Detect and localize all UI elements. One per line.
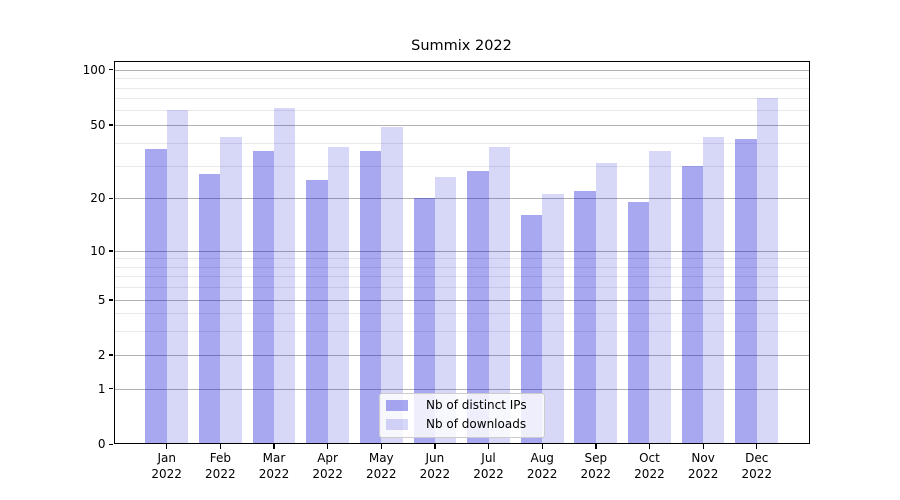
bar-distinct-ips-aug xyxy=(520,215,543,445)
legend: Nb of distinct IPs Nb of downloads xyxy=(379,392,545,438)
gridline-major-1 xyxy=(113,388,810,390)
x-tick-mark-may xyxy=(380,444,382,449)
gridline-major-5 xyxy=(113,300,810,301)
bar-distinct-ips-jul xyxy=(467,171,489,445)
bar-distinct-ips-mar xyxy=(252,151,274,445)
bar-distinct-ips-oct xyxy=(628,202,650,445)
x-tick-mark-jan xyxy=(166,444,168,449)
x-tick-label-apr: Apr 2022 xyxy=(312,451,343,481)
bar-distinct-ips-may xyxy=(359,151,382,445)
gridline-minor-7 xyxy=(113,276,810,278)
gridline-major-100 xyxy=(113,69,810,71)
y-tick-mark-1 xyxy=(109,388,113,390)
legend-label-downloads: Nb of downloads xyxy=(426,417,527,431)
y-tick-mark-10 xyxy=(109,250,113,252)
gridline-minor-40 xyxy=(113,142,810,144)
y-tick-label-0: 0 xyxy=(97,437,106,452)
bar-downloads-apr xyxy=(327,146,349,445)
bar-downloads-feb xyxy=(220,137,242,445)
y-tick-mark-0 xyxy=(109,443,113,445)
x-tick-mark-oct xyxy=(648,444,651,449)
legend-label-distinct-ips: Nb of distinct IPs xyxy=(426,398,527,412)
bar-distinct-ips-apr xyxy=(306,180,328,445)
legend-item-distinct-ips: Nb of distinct IPs xyxy=(386,398,536,414)
bar-downloads-nov xyxy=(703,137,725,445)
gridline-minor-90 xyxy=(113,78,810,80)
gridline-minor-3 xyxy=(113,330,810,332)
x-tick-mark-jun xyxy=(434,444,436,449)
gridline-minor-4 xyxy=(113,313,810,315)
x-tick-mark-mar xyxy=(273,444,275,449)
x-tick-mark-feb xyxy=(219,444,222,449)
gridline-major-50 xyxy=(113,125,810,126)
x-tick-label-feb: Feb 2022 xyxy=(205,451,236,481)
y-tick-label-1: 1 xyxy=(97,381,106,396)
y-tick-label-5: 5 xyxy=(97,293,106,307)
x-tick-label-oct: Oct 2022 xyxy=(634,451,665,481)
bar-distinct-ips-sep xyxy=(574,190,596,445)
bar-distinct-ips-nov xyxy=(681,165,704,445)
bar-distinct-ips-jun xyxy=(413,198,435,445)
y-tick-mark-2 xyxy=(109,354,113,356)
gridline-minor-80 xyxy=(113,87,810,89)
bar-distinct-ips-dec xyxy=(735,138,757,445)
x-tick-label-aug: Aug 2022 xyxy=(526,451,558,481)
y-tick-mark-50 xyxy=(109,124,113,126)
bar-distinct-ips-feb xyxy=(198,174,221,445)
y-tick-mark-20 xyxy=(109,197,113,199)
bar-downloads-jul xyxy=(488,146,510,445)
x-tick-mark-jul xyxy=(487,444,490,449)
bar-downloads-jan xyxy=(166,110,189,445)
bar-distinct-ips-jan xyxy=(145,149,167,445)
y-tick-label-2: 2 xyxy=(97,348,106,362)
chart-title: Summix 2022 xyxy=(411,38,512,54)
x-tick-label-jun: Jun 2022 xyxy=(419,451,451,481)
gridline-minor-8 xyxy=(113,266,810,268)
y-tick-label-100: 100 xyxy=(82,62,106,77)
bar-downloads-sep xyxy=(595,163,618,445)
x-tick-label-dec: Dec 2022 xyxy=(741,451,772,481)
bar-downloads-dec xyxy=(756,98,779,445)
bar-downloads-oct xyxy=(649,151,671,445)
legend-item-downloads: Nb of downloads xyxy=(386,417,536,433)
x-tick-mark-sep xyxy=(595,444,597,449)
x-tick-label-nov: Nov 2022 xyxy=(687,451,719,481)
gridline-minor-30 xyxy=(113,165,810,167)
gridline-minor-70 xyxy=(113,98,810,100)
y-tick-label-20: 20 xyxy=(90,191,106,206)
x-tick-mark-nov xyxy=(702,444,704,449)
bar-downloads-jun xyxy=(434,177,457,445)
x-tick-mark-apr xyxy=(327,444,329,449)
gridline-minor-60 xyxy=(113,110,810,112)
x-tick-label-jan: Jan 2022 xyxy=(151,451,182,481)
y-tick-mark-100 xyxy=(109,69,113,71)
gridline-minor-9 xyxy=(113,258,810,260)
plot-area xyxy=(113,61,810,445)
gridline-minor-6 xyxy=(113,287,810,289)
bar-downloads-may xyxy=(381,126,403,445)
gridline-major-20 xyxy=(113,198,810,200)
gridline-major-10 xyxy=(113,251,810,252)
y-tick-label-50: 50 xyxy=(90,118,106,132)
x-tick-mark-aug xyxy=(541,444,543,449)
legend-swatch-downloads xyxy=(386,419,408,430)
x-tick-label-may: May 2022 xyxy=(365,451,397,481)
legend-swatch-distinct-ips xyxy=(386,400,408,411)
y-tick-label-10: 10 xyxy=(90,244,106,258)
x-tick-label-jul: Jul 2022 xyxy=(473,451,504,481)
bar-downloads-aug xyxy=(542,194,564,445)
y-tick-mark-5 xyxy=(109,299,113,301)
x-tick-label-mar: Mar 2022 xyxy=(258,451,290,481)
bar-downloads-mar xyxy=(273,107,296,445)
gridline-major-2 xyxy=(113,355,810,356)
x-tick-label-sep: Sep 2022 xyxy=(580,451,612,481)
x-tick-mark-dec xyxy=(756,444,758,449)
